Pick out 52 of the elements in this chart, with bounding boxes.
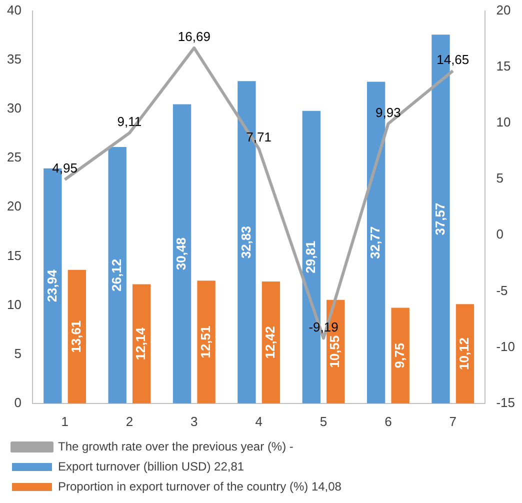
x-tick-label: 5 (320, 414, 328, 429)
x-tick-label: 3 (190, 414, 198, 429)
y-tick-label: 30 (6, 100, 22, 116)
y-tick-label: 25 (6, 150, 22, 165)
bar (197, 280, 216, 404)
data-label: 12,51 (198, 326, 213, 358)
data-label: 29,81 (302, 240, 318, 274)
y-tick-label: 35 (6, 51, 22, 66)
y-tick-label: 10 (6, 296, 22, 312)
data-label: 23,94 (44, 268, 60, 302)
y-tick-label: 40 (6, 2, 22, 18)
data-label: 26,12 (108, 258, 124, 292)
bar (391, 308, 410, 404)
y2-tick-label: 0 (496, 226, 504, 242)
legend-label: The growth rate over the previous year (%) - (58, 439, 294, 454)
y2-tick-label: 20 (496, 2, 511, 18)
data-label: 4,95 (52, 160, 78, 176)
x-tick-label: 1 (61, 414, 68, 429)
data-label: 9,11 (117, 114, 142, 130)
y-tick-label: 15 (6, 248, 22, 263)
bar (68, 270, 86, 404)
data-label: 13,61 (68, 320, 84, 353)
y2-tick-label: -15 (496, 394, 516, 410)
y2-tick-label: 10 (496, 114, 511, 130)
data-label: 10,12 (456, 337, 472, 370)
bar (456, 304, 474, 404)
data-label: 10,55 (327, 335, 342, 368)
data-label: 37,57 (432, 202, 448, 236)
y2-tick-label: 15 (496, 58, 511, 74)
data-label: 12,14 (133, 326, 148, 360)
data-label: 16,69 (178, 29, 210, 44)
bar (108, 147, 126, 404)
legend-label: Proportion in export turnover of the country (%) 14,08 (58, 479, 342, 494)
y2-tick-label: -10 (496, 338, 516, 354)
x-tick-label: 2 (126, 414, 134, 429)
data-label: 9,75 (392, 342, 407, 368)
y-tick-label: 0 (14, 394, 22, 410)
data-label: 32,83 (238, 226, 254, 259)
data-label: 30,48 (174, 238, 189, 270)
legend-label: Export turnover (billion USD) 22,81 (58, 459, 244, 474)
bar (262, 282, 280, 404)
bar (172, 104, 192, 404)
y-tick-label: 5 (14, 346, 22, 361)
x-tick-label: 7 (449, 414, 456, 429)
data-label: 12,42 (262, 326, 278, 359)
y2-tick-label: 5 (496, 170, 504, 186)
x-tick-label: 6 (384, 414, 392, 429)
data-label: 32,77 (368, 226, 383, 259)
y2-tick-label: -5 (496, 282, 508, 298)
x-tick-label: 4 (255, 414, 262, 429)
bar (132, 284, 151, 404)
y-tick-label: 20 (6, 198, 22, 214)
